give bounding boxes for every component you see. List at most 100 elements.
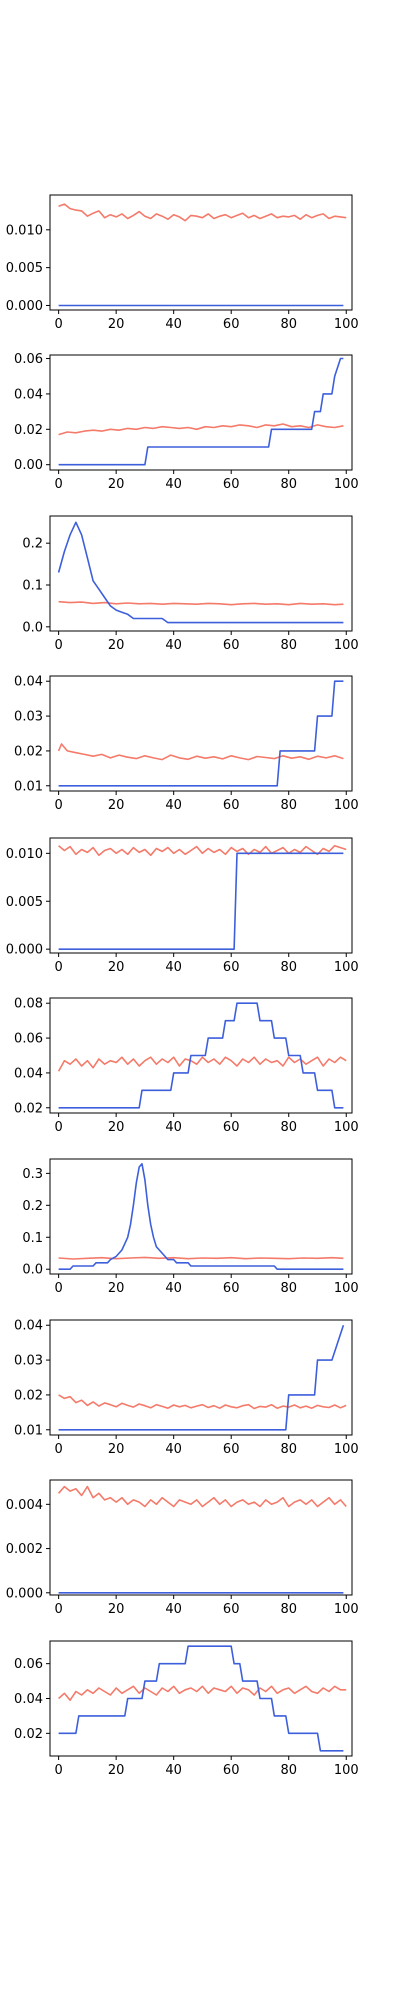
x-tick-label: 20: [108, 1442, 125, 1457]
y-tick-label: 0.06: [14, 1657, 43, 1672]
y-tick-label: 0.005: [6, 261, 43, 276]
x-tick-label: 40: [165, 1281, 182, 1296]
axes-frame: [49, 354, 353, 471]
x-tick-label: 100: [334, 960, 359, 975]
y-tick-label: 0.03: [14, 710, 43, 725]
subplot-4: 0 20 40 60 80 100 0.01 0.02 0.03 0.04: [14, 675, 359, 813]
x-tick-label: 80: [280, 638, 297, 653]
x-tick-label: 60: [223, 317, 240, 332]
x-tick-label: 0: [54, 1763, 62, 1778]
axes-frame: [49, 675, 353, 792]
y-tick-label: 0.06: [14, 352, 43, 367]
x-tick-label: 80: [280, 1120, 297, 1135]
axes-frame: [49, 1479, 353, 1596]
series-line-red: [57, 1485, 347, 1508]
y-tick-label: 0.00: [14, 458, 43, 473]
x-tick-label: 40: [165, 1763, 182, 1778]
axes-frame: [49, 1640, 353, 1757]
x-tick-label: 100: [334, 1120, 359, 1135]
x-tick-label: 40: [165, 960, 182, 975]
axes-frame: [49, 1319, 353, 1436]
series-line-red: [58, 423, 344, 436]
subplot-7: 0 20 40 60 80 100 0.0 0.1 0.2 0.3: [22, 1158, 359, 1296]
y-tick-label: 0.02: [14, 744, 43, 759]
x-tick-label: 20: [108, 1602, 125, 1617]
axes-frame: [49, 1158, 353, 1275]
x-tick-label: 100: [334, 317, 359, 332]
y-tick-label: 0.01: [14, 779, 43, 794]
y-tick-label: 0.0: [22, 620, 43, 635]
x-tick-label: 100: [334, 1763, 359, 1778]
series-line-red: [58, 844, 347, 857]
y-tick-label: 0.02: [14, 1727, 43, 1742]
x-tick-label: 20: [108, 1763, 125, 1778]
y-tick-label: 0.04: [14, 1692, 43, 1707]
axes-frame: [49, 515, 353, 632]
subplot-2: 0 20 40 60 80 100 0.00 0.02 0.04 0.06: [14, 352, 359, 492]
x-tick-label: 20: [108, 317, 125, 332]
series-line-red: [57, 1056, 347, 1072]
x-tick-label: 100: [334, 798, 359, 813]
x-tick-label: 100: [334, 638, 359, 653]
x-tick-label: 100: [334, 1442, 359, 1457]
x-tick-label: 0: [54, 477, 62, 492]
x-tick-label: 60: [223, 1281, 240, 1296]
y-tick-label: 0.1: [22, 1231, 43, 1246]
x-tick-label: 40: [165, 798, 182, 813]
y-tick-label: 0.2: [22, 537, 43, 552]
series-line-blue: [58, 852, 344, 951]
y-tick-label: 0.1: [22, 579, 43, 594]
x-tick-label: 0: [54, 1602, 62, 1617]
x-tick-label: 0: [54, 1120, 62, 1135]
y-tick-label: 0.005: [6, 895, 43, 910]
y-tick-label: 0.002: [6, 1542, 43, 1557]
y-tick-label: 0.02: [14, 423, 43, 438]
y-tick-label: 0.04: [14, 1319, 43, 1334]
series-line-blue: [58, 680, 344, 787]
x-tick-label: 40: [165, 638, 182, 653]
x-tick-label: 20: [108, 638, 125, 653]
subplot-10: 0 20 40 60 80 100 0.02 0.04 0.06: [14, 1640, 359, 1778]
x-tick-label: 60: [223, 1602, 240, 1617]
x-tick-label: 80: [280, 798, 297, 813]
x-tick-label: 40: [165, 1120, 182, 1135]
x-tick-label: 20: [108, 798, 125, 813]
y-tick-label: 0.004: [6, 1498, 43, 1513]
y-tick-label: 0.02: [14, 1388, 43, 1403]
y-tick-label: 0.06: [14, 1032, 43, 1047]
x-tick-label: 80: [280, 960, 297, 975]
y-tick-label: 0.3: [22, 1167, 43, 1182]
x-tick-label: 80: [280, 1281, 297, 1296]
x-tick-label: 60: [223, 477, 240, 492]
x-tick-label: 80: [280, 317, 297, 332]
y-tick-label: 0.010: [6, 847, 43, 862]
subplot-3: 0 20 40 60 80 100 0.0 0.1 0.2: [22, 515, 359, 653]
axes-frame: [49, 997, 353, 1114]
y-tick-label: 0.000: [6, 299, 43, 314]
subplot-5: 0 20 40 60 80 100 0.000 0.005 0.010: [6, 837, 359, 975]
x-tick-label: 40: [165, 1602, 182, 1617]
y-tick-label: 0.2: [22, 1199, 43, 1214]
x-tick-label: 80: [280, 477, 297, 492]
x-tick-label: 0: [54, 1442, 62, 1457]
x-tick-label: 20: [108, 477, 125, 492]
series-line-red: [57, 743, 344, 761]
series-line-red: [58, 1685, 347, 1701]
series-line-blue: [58, 1324, 345, 1431]
x-tick-label: 60: [223, 1763, 240, 1778]
x-tick-label: 40: [165, 1442, 182, 1457]
x-tick-label: 60: [223, 638, 240, 653]
x-tick-label: 40: [165, 317, 182, 332]
y-tick-label: 0.000: [6, 943, 43, 958]
series-line-blue: [58, 1002, 344, 1109]
x-tick-label: 0: [54, 638, 62, 653]
x-tick-label: 0: [54, 317, 62, 332]
series-line-red: [58, 1394, 347, 1410]
series-line-blue: [58, 1645, 344, 1752]
x-tick-label: 100: [334, 1281, 359, 1296]
x-tick-label: 100: [334, 477, 359, 492]
subplot-8: 0 20 40 60 80 100 0.01 0.02 0.03 0.04: [14, 1319, 359, 1457]
y-tick-label: 0.02: [14, 1101, 43, 1116]
